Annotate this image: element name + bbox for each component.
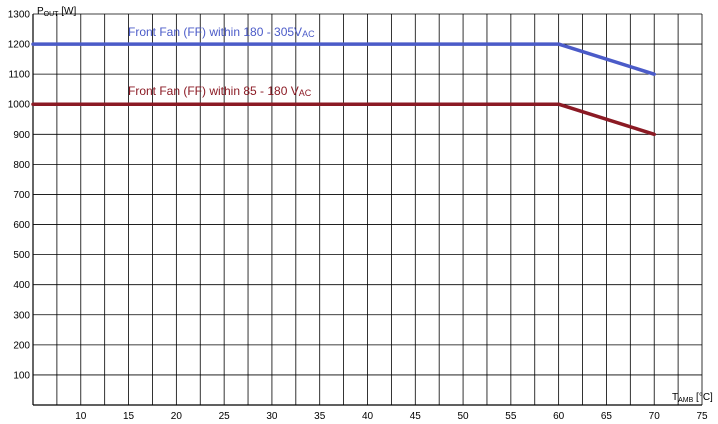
series-lines (31, 42, 656, 137)
x-axis-label: TAMB [°C] (672, 392, 713, 404)
y-tick-label: 400 (13, 280, 30, 291)
y-tick-label: 900 (13, 130, 30, 141)
series-label-85-180: Front Fan (FF) within 85 - 180 VAC (128, 84, 312, 98)
y-tick-label: 100 (13, 370, 30, 381)
x-tick-label: 30 (266, 411, 278, 422)
series-line-0 (31, 42, 656, 76)
grid (33, 13, 703, 405)
x-tick-label: 75 (696, 411, 708, 422)
y-tick-label: 1000 (8, 100, 31, 111)
y-tick-label: 300 (13, 310, 30, 321)
y-tick-label: 200 (13, 340, 30, 351)
x-tick-label: 65 (601, 411, 613, 422)
x-tick-label: 50 (458, 411, 470, 422)
y-tick-label: 1200 (8, 40, 31, 51)
x-tick-label: 20 (171, 411, 183, 422)
series-label-180-305: Front Fan (FF) within 180 - 305VAC (128, 25, 315, 39)
x-tick-label: 60 (553, 411, 565, 422)
x-tick-label: 25 (219, 411, 231, 422)
x-tick-label: 55 (505, 411, 517, 422)
y-tick-label: 700 (13, 190, 30, 201)
x-tick-label: 10 (75, 411, 87, 422)
y-tick-label: 500 (13, 250, 30, 261)
y-axis-label: POUT [W] (37, 6, 76, 18)
x-tick-label: 35 (314, 411, 326, 422)
y-tick-label: 800 (13, 160, 30, 171)
x-tick-label: 70 (649, 411, 661, 422)
series-line-1 (31, 102, 656, 137)
tick-labels: 100 200 300 400 500 600 700 800 900 1000 1100 1200 1… (8, 10, 708, 423)
y-tick-label: 1100 (8, 70, 30, 81)
axes (32, 14, 702, 406)
x-tick-label: 45 (410, 411, 422, 422)
x-tick-label: 40 (362, 411, 374, 422)
y-tick-label: 600 (13, 220, 30, 231)
y-tick-label: 1300 (8, 10, 31, 21)
x-tick-label: 15 (123, 411, 135, 422)
